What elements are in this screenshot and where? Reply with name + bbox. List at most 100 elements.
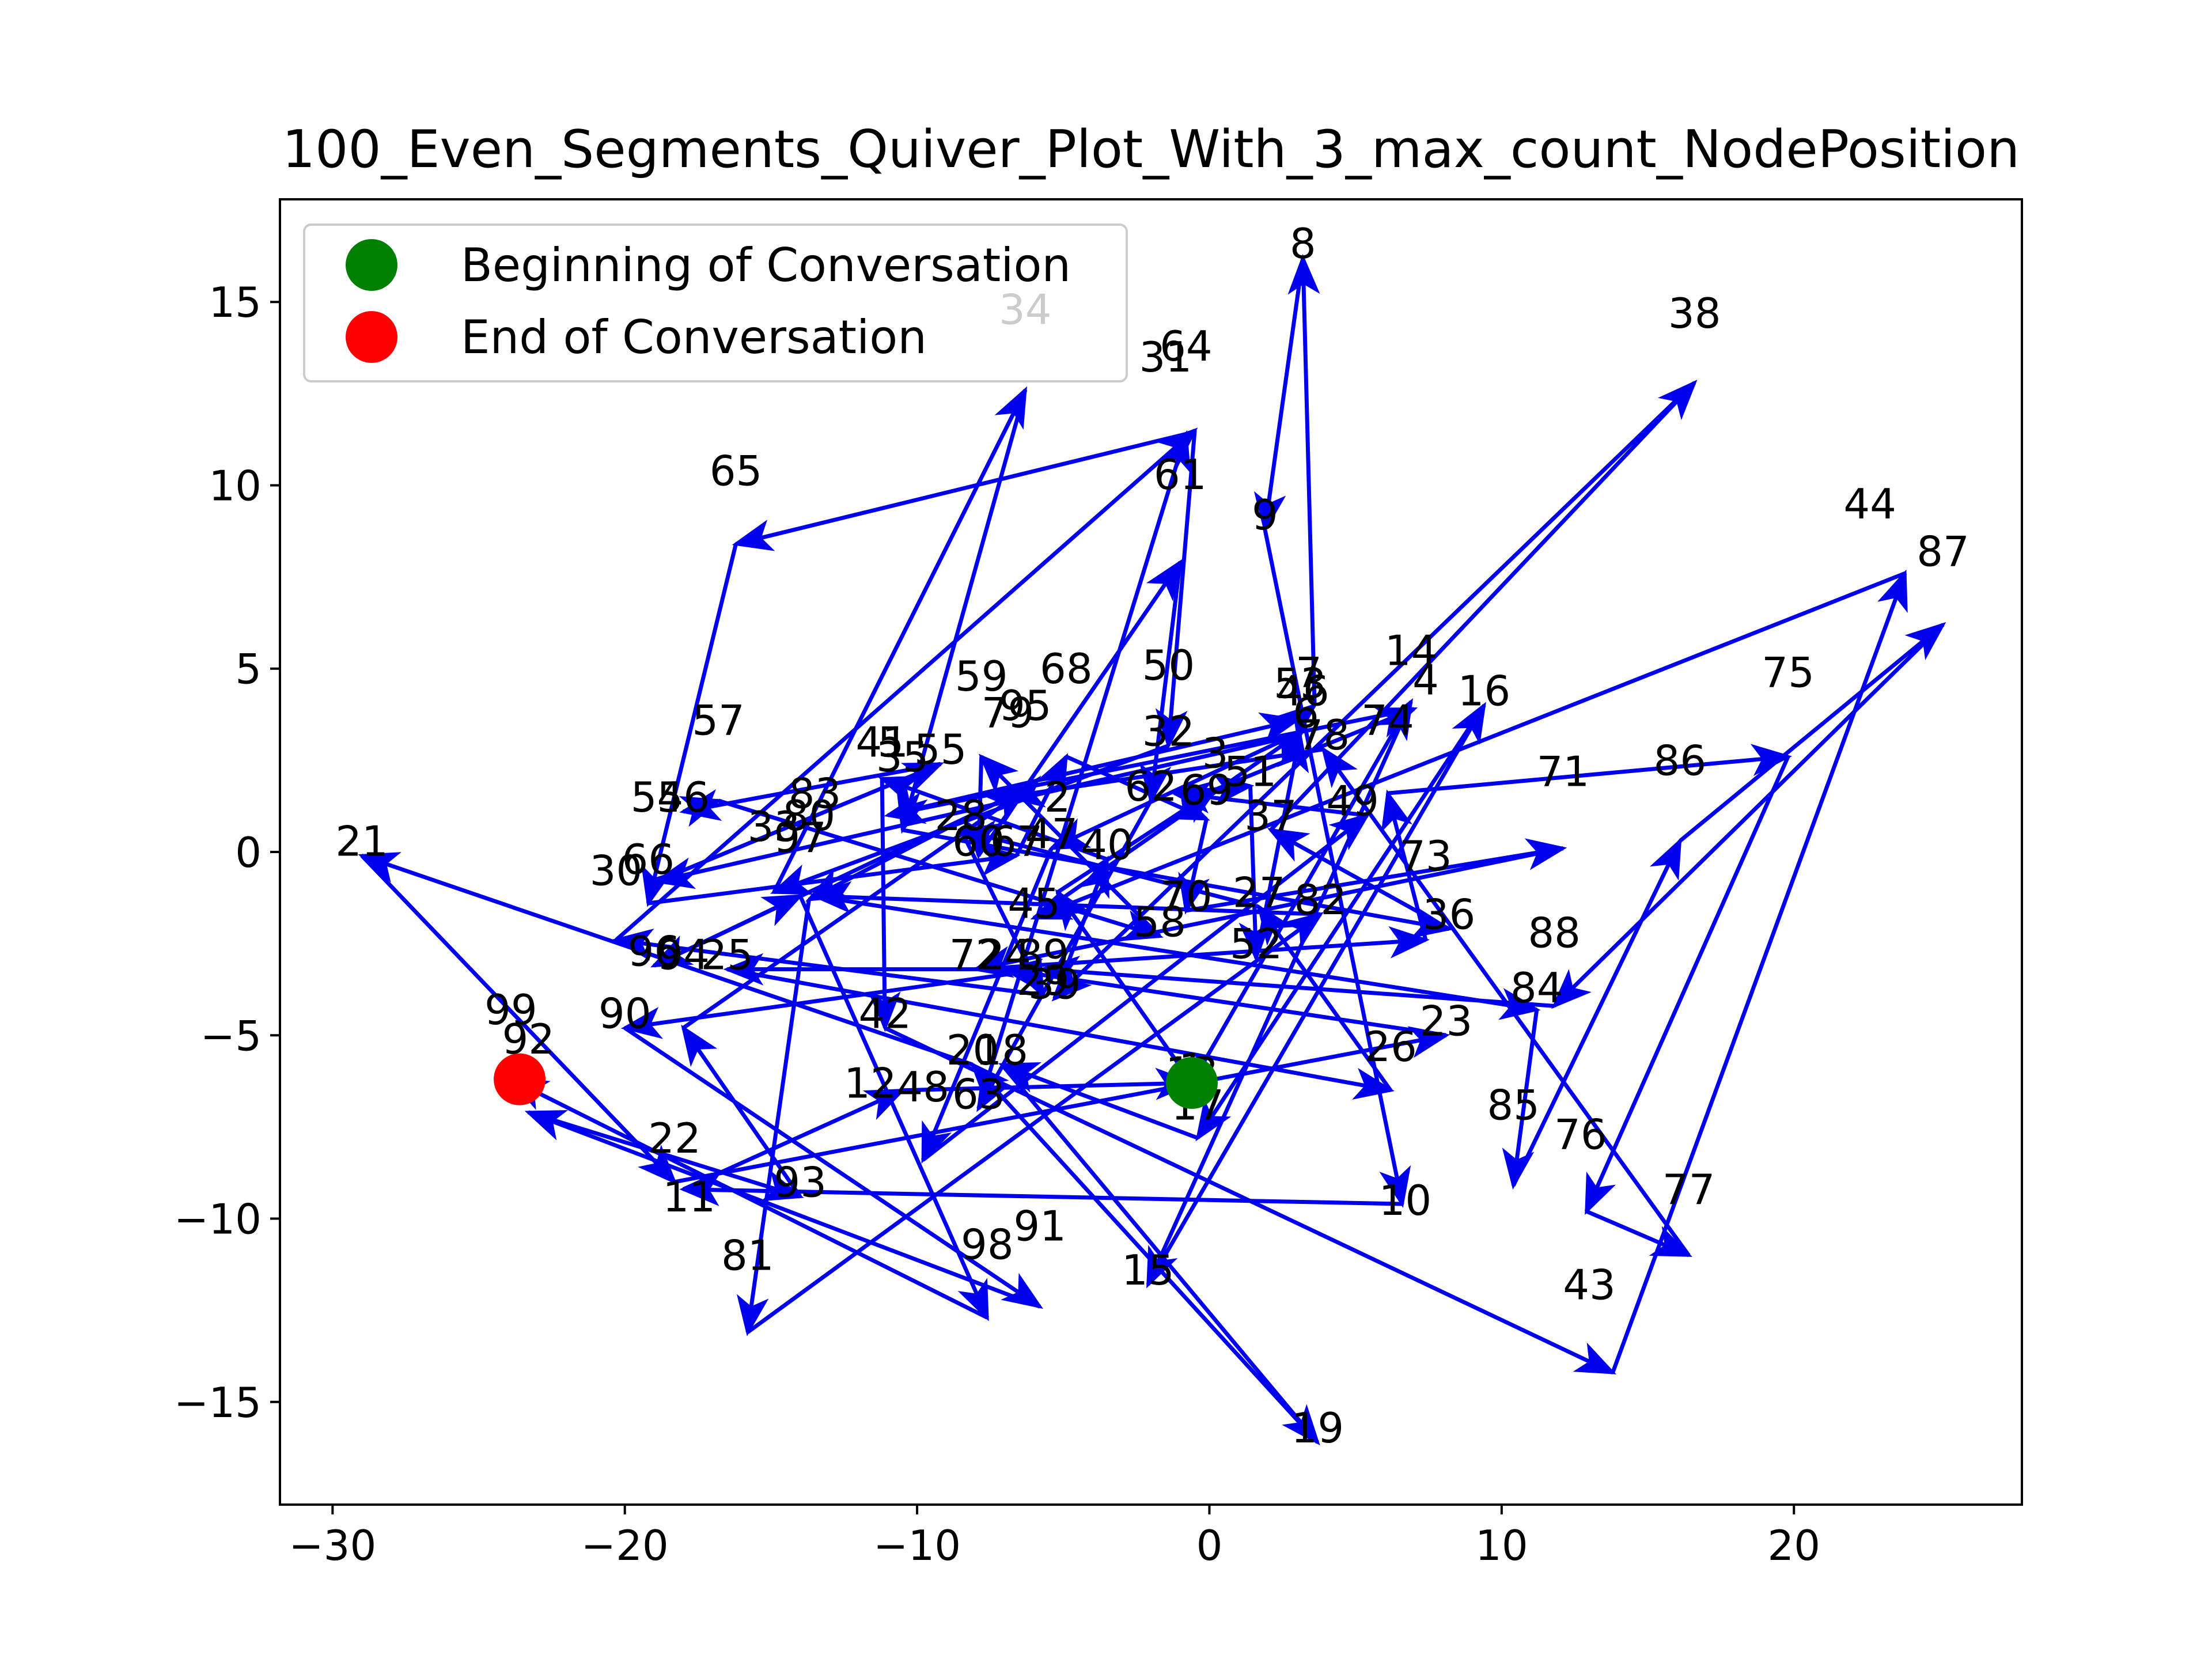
quiver-arrow-71 — [971, 846, 1564, 978]
quiver-arrow-97 — [798, 895, 990, 1321]
point-label-44: 44 — [1843, 480, 1896, 528]
point-label-90: 90 — [599, 990, 652, 1038]
point-label-36: 36 — [1423, 891, 1476, 939]
x-tick-label-1: −20 — [581, 1521, 669, 1570]
quiver-arrow-96 — [653, 894, 804, 968]
legend-marker-end — [346, 311, 397, 363]
point-label-83: 83 — [789, 770, 842, 818]
quiver-arrow-25 — [726, 967, 1395, 1100]
point-label-73: 73 — [1399, 832, 1452, 880]
point-label-10: 10 — [1379, 1176, 1432, 1225]
x-tick-label-3: 0 — [1196, 1521, 1223, 1570]
point-label-77: 77 — [1662, 1165, 1715, 1214]
point-label-12: 12 — [844, 1059, 897, 1107]
point-label-15: 15 — [1122, 1246, 1175, 1294]
point-label-3: 3 — [1202, 729, 1229, 778]
end-marker — [494, 1053, 546, 1105]
quiver-arrow-94 — [682, 787, 1029, 1030]
point-label-86: 86 — [1654, 736, 1707, 785]
point-label-26: 26 — [1364, 1022, 1417, 1071]
quiver-arrow-47 — [921, 847, 1054, 1164]
point-label-20: 20 — [946, 1026, 999, 1074]
point-label-69: 69 — [1180, 766, 1233, 814]
y-tick-label-0: −15 — [174, 1378, 262, 1427]
point-label-2: 2 — [1044, 773, 1071, 821]
quiver-arrow-45 — [1033, 728, 1306, 920]
point-label-81: 81 — [721, 1232, 774, 1280]
chart-title: 100_Even_Segments_Quiver_Plot_With_3_max… — [282, 119, 2020, 180]
point-label-54: 54 — [631, 773, 684, 821]
quiver-arrow-15 — [1146, 702, 1486, 1286]
quiver-arrow-33 — [772, 386, 1027, 893]
quiver-arrow-75 — [1584, 756, 1790, 1215]
point-label-93: 93 — [774, 1158, 827, 1206]
point-label-74: 74 — [1361, 696, 1414, 744]
point-label-22: 22 — [648, 1114, 701, 1162]
quiver-arrow-74 — [1387, 744, 1793, 796]
quiver-arrow-88 — [1039, 956, 1555, 1008]
quiver-arrow-8 — [1253, 257, 1305, 533]
point-label-47: 47 — [1025, 810, 1078, 858]
point-label-49: 49 — [1326, 777, 1379, 825]
quiver-arrow-98 — [507, 1077, 988, 1320]
point-label-45: 45 — [1007, 880, 1060, 928]
point-label-64: 64 — [1160, 322, 1213, 370]
point-label-66: 66 — [622, 835, 675, 884]
point-label-67: 67 — [990, 817, 1043, 865]
quiver-arrow-84 — [1502, 1009, 1539, 1190]
point-label-11: 11 — [663, 1173, 716, 1221]
quiver-arrow-87 — [1551, 623, 1945, 1009]
y-tick-label-3: 0 — [235, 828, 262, 877]
quiver-arrow-41 — [868, 778, 901, 1032]
point-label-40: 40 — [1081, 821, 1134, 869]
quiver-arrow-63 — [976, 430, 1191, 1109]
point-label-61: 61 — [1154, 450, 1207, 499]
quiver-arrow-82 — [810, 881, 1321, 916]
endpoint-markers-layer — [494, 1053, 1218, 1109]
point-label-72: 72 — [949, 931, 1002, 979]
point-label-85: 85 — [1487, 1081, 1540, 1130]
quiver-arrow-22 — [674, 1026, 1450, 1184]
point-label-30: 30 — [590, 846, 643, 895]
quiver-arrow-91 — [524, 1110, 1041, 1309]
point-label-70: 70 — [1160, 872, 1213, 921]
point-label-35: 35 — [876, 733, 929, 781]
point-label-89: 89 — [1016, 931, 1069, 979]
point-label-6: 6 — [1293, 689, 1319, 737]
quiver-arrow-30 — [615, 427, 1198, 942]
point-label-55: 55 — [914, 725, 967, 774]
y-tick-label-2: −5 — [200, 1012, 262, 1060]
point-label-91: 91 — [1013, 1202, 1066, 1251]
quiver-arrow-4 — [884, 707, 1415, 824]
point-label-62: 62 — [1124, 762, 1177, 810]
x-tick-label-0: −30 — [289, 1521, 376, 1570]
point-label-32: 32 — [1142, 707, 1195, 755]
point-label-96: 96 — [628, 927, 681, 975]
quiver-arrow-70 — [1185, 838, 1567, 913]
quiver-arrow-51 — [1238, 786, 1271, 963]
point-label-51: 51 — [1224, 747, 1277, 796]
point-label-80: 80 — [783, 791, 836, 840]
quiver-arrow-56 — [679, 796, 722, 827]
point-label-28: 28 — [934, 791, 987, 840]
legend-label-end: End of Conversation — [461, 310, 927, 364]
point-label-43: 43 — [1563, 1261, 1616, 1309]
quiver-arrow-80 — [736, 899, 811, 1336]
quiver-arrow-78 — [1003, 747, 1324, 808]
point-label-50: 50 — [1142, 641, 1195, 690]
point-label-52: 52 — [1230, 920, 1283, 968]
point-label-7: 7 — [1296, 649, 1322, 697]
point-label-82: 82 — [1294, 876, 1347, 924]
quiver-arrow-68 — [1065, 755, 1210, 821]
point-label-79: 79 — [982, 689, 1035, 737]
quiver-arrow-38 — [1051, 381, 1696, 1002]
point-label-38: 38 — [1668, 289, 1721, 338]
y-tick-label-1: −10 — [174, 1195, 262, 1244]
legend-marker-start — [346, 239, 397, 291]
x-tick-label-4: 10 — [1475, 1521, 1528, 1570]
point-label-84: 84 — [1510, 964, 1563, 1012]
point-label-31: 31 — [1139, 333, 1192, 381]
quiver-arrow-34 — [896, 389, 1028, 834]
y-axis: −15 −10 −5 0 5 10 15 — [174, 278, 280, 1427]
point-label-78: 78 — [1297, 711, 1350, 759]
